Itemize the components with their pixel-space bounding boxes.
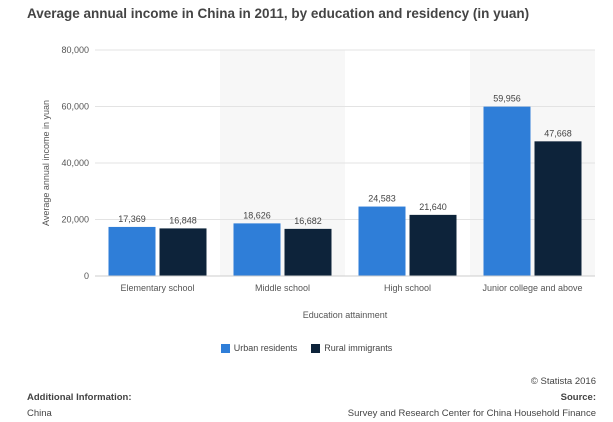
y-tick-label: 40,000: [61, 158, 89, 168]
source-block: © Statista 2016 Source: Survey and Resea…: [348, 374, 596, 422]
legend-item-urban[interactable]: Urban residents: [220, 343, 298, 353]
bar: [159, 228, 207, 276]
data-label: 24,583: [368, 194, 396, 204]
data-label: 16,682: [294, 216, 322, 226]
legend-swatch-rural: [311, 343, 321, 353]
additional-information: Additional Information: China: [27, 390, 132, 422]
bar: [409, 214, 457, 276]
y-tick-label: 80,000: [61, 45, 89, 55]
y-tick-label: 20,000: [61, 215, 89, 225]
x-tick-label: High school: [384, 283, 431, 293]
data-label: 18,626: [243, 210, 271, 220]
y-tick-label: 60,000: [61, 102, 89, 112]
legend-label-urban: Urban residents: [233, 343, 298, 353]
data-label: 17,369: [118, 214, 146, 224]
y-tick-label: 0: [84, 271, 89, 281]
bar: [483, 106, 531, 276]
legend: Urban residents Rural immigrants: [0, 343, 613, 353]
additional-info-value: China: [27, 408, 52, 419]
data-label: 59,956: [493, 94, 521, 104]
legend-item-rural[interactable]: Rural immigrants: [311, 343, 392, 353]
bar: [284, 228, 332, 276]
x-tick-label: Elementary school: [120, 283, 194, 293]
chart-title: Average annual income in China in 2011, …: [27, 6, 530, 21]
data-label: 21,640: [419, 202, 447, 212]
y-axis-title: Average annual income in yuan: [41, 100, 51, 226]
bar: [108, 226, 156, 276]
copyright: © Statista 2016: [530, 376, 596, 387]
x-tick-label: Middle school: [255, 283, 310, 293]
data-label: 16,848: [169, 215, 197, 225]
bar: [358, 206, 406, 276]
source-value: Survey and Research Center for China Hou…: [347, 408, 596, 419]
bar-chart: 0 20,000 40,000 60,000 80,000 Average annual …: [41, 45, 595, 320]
bar: [233, 223, 281, 276]
data-label: 47,668: [544, 128, 572, 138]
additional-info-label: Additional Information:: [27, 392, 132, 403]
source-label: Source:: [560, 392, 596, 403]
bar: [534, 141, 582, 276]
legend-label-rural: Rural immigrants: [324, 343, 393, 353]
x-axis-title: Education attainment: [303, 310, 388, 320]
x-tick-label: Junior college and above: [482, 283, 582, 293]
legend-swatch-urban: [220, 343, 230, 353]
